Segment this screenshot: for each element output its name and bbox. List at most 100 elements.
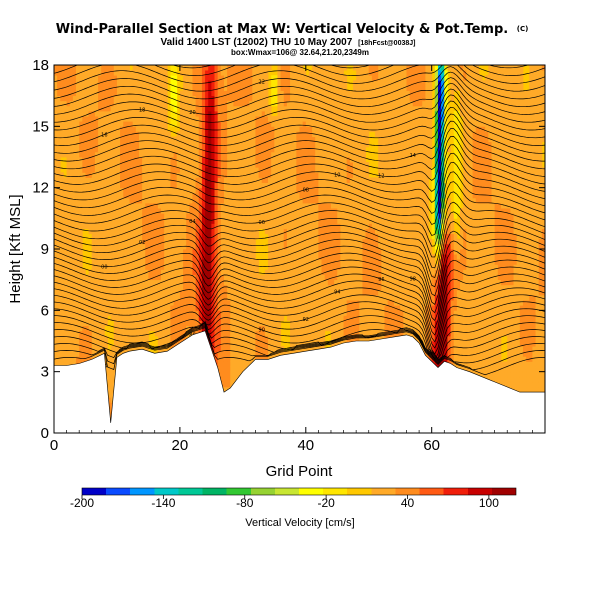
w-cell — [101, 300, 105, 306]
w-cell — [249, 223, 253, 229]
w-cell — [107, 300, 112, 306]
w-cell — [69, 320, 74, 327]
w-cell — [132, 105, 137, 112]
w-cell — [63, 259, 67, 265]
w-cell — [120, 111, 124, 117]
w-cell — [66, 116, 71, 122]
w-cell — [145, 203, 149, 209]
w-cell — [179, 136, 184, 143]
w-cell — [72, 295, 77, 301]
w-cell — [252, 346, 256, 352]
w-cell — [148, 254, 152, 260]
w-cell — [148, 284, 152, 291]
w-cell — [167, 269, 171, 275]
w-cell — [157, 213, 162, 219]
w-cell — [107, 70, 112, 76]
w-cell — [69, 274, 74, 281]
w-cell — [129, 325, 134, 332]
w-cell — [54, 162, 58, 168]
w-cell — [91, 289, 96, 296]
w-cell — [69, 126, 74, 132]
w-cell — [198, 310, 203, 316]
w-cell — [230, 305, 234, 311]
w-cell — [249, 341, 253, 347]
w-cell — [57, 238, 61, 245]
w-cell — [164, 279, 168, 286]
w-cell — [208, 249, 212, 255]
w-cell — [261, 203, 266, 209]
w-cell — [170, 100, 175, 107]
w-cell — [242, 100, 247, 107]
w-cell — [239, 228, 244, 235]
w-cell — [186, 105, 190, 112]
w-cell — [230, 330, 234, 337]
w-cell — [98, 105, 102, 112]
w-cell — [268, 341, 272, 347]
w-cell — [126, 213, 130, 219]
w-cell — [176, 177, 181, 183]
w-cell — [82, 136, 86, 143]
w-cell — [79, 254, 83, 260]
w-cell — [214, 162, 219, 168]
w-cell — [261, 197, 266, 204]
w-cell — [227, 325, 231, 332]
w-cell — [94, 233, 99, 240]
w-cell — [91, 182, 96, 189]
w-cell — [274, 151, 278, 158]
w-cell — [277, 284, 282, 291]
w-cell — [255, 182, 259, 189]
w-cell — [123, 300, 127, 306]
w-cell — [60, 100, 64, 107]
w-cell — [107, 162, 112, 168]
w-cell — [101, 65, 105, 71]
w-cell — [66, 65, 71, 71]
w-cell — [245, 100, 250, 107]
w-cell — [138, 65, 143, 71]
w-cell — [129, 100, 134, 107]
w-cell — [69, 157, 74, 163]
w-cell — [242, 116, 247, 122]
w-cell — [233, 279, 237, 286]
w-cell — [57, 356, 61, 362]
w-cell — [189, 141, 193, 148]
w-cell — [101, 208, 105, 214]
w-cell — [249, 75, 253, 81]
w-cell — [154, 126, 159, 132]
w-cell — [110, 305, 115, 311]
w-cell — [142, 249, 146, 255]
w-cell — [274, 243, 278, 250]
w-cell — [164, 203, 168, 209]
w-cell — [255, 320, 259, 327]
w-cell — [85, 131, 90, 137]
w-cell — [274, 75, 278, 81]
w-cell — [76, 249, 80, 255]
w-cell — [132, 346, 137, 352]
w-cell — [69, 330, 74, 337]
w-cell — [88, 182, 93, 189]
w-cell — [220, 356, 225, 362]
w-cell — [110, 269, 115, 275]
w-cell — [271, 100, 275, 107]
w-cell — [164, 346, 168, 352]
w-cell — [201, 105, 206, 112]
w-cell — [126, 141, 130, 148]
w-cell — [186, 111, 190, 117]
w-cell — [245, 182, 250, 189]
w-cell — [66, 177, 71, 183]
w-cell — [236, 75, 241, 81]
w-cell — [98, 95, 102, 102]
w-cell — [167, 187, 171, 194]
w-cell — [214, 197, 219, 204]
w-cell — [54, 111, 58, 117]
w-cell — [54, 116, 58, 122]
w-cell — [164, 335, 168, 342]
w-cell — [145, 315, 149, 321]
w-cell — [107, 111, 112, 117]
w-cell — [123, 85, 127, 91]
w-cell — [88, 300, 93, 306]
w-cell — [255, 341, 259, 347]
w-cell — [101, 192, 105, 199]
w-cell — [120, 238, 124, 245]
w-cell — [258, 341, 263, 347]
w-cell — [264, 320, 269, 327]
